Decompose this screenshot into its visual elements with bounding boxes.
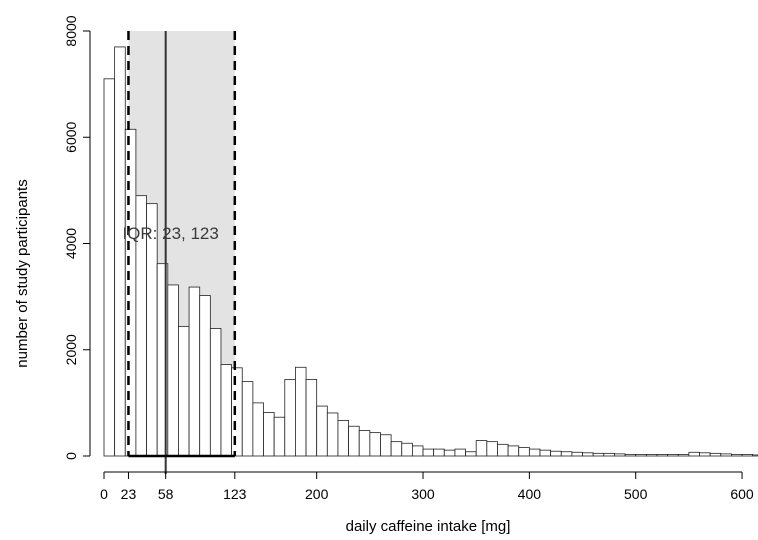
histogram-bar: [699, 452, 711, 457]
histogram-bar: [380, 434, 392, 457]
histogram-bar: [348, 425, 360, 457]
iqr-annotation: IQR: 23, 123: [122, 224, 218, 243]
histogram-bar: [209, 328, 222, 457]
x-axis-title: daily caffeine intake [mg]: [346, 518, 511, 535]
histogram-bar: [582, 452, 594, 457]
histogram-bar: [465, 451, 477, 457]
histogram-bar: [199, 295, 211, 457]
histogram-bar: [390, 441, 403, 457]
histogram-bar: [656, 454, 669, 457]
histogram-bar: [284, 379, 296, 457]
histogram-bar: [603, 452, 615, 457]
histogram-bar: [422, 448, 435, 457]
histogram-bar: [486, 441, 498, 457]
histogram-bar: [358, 430, 371, 457]
histogram-bar: [677, 454, 690, 457]
histogram-bar: [550, 450, 562, 457]
x-tick-label: 600: [730, 486, 754, 502]
histogram-bar: [709, 452, 722, 457]
histogram-bar: [326, 412, 339, 457]
y-tick-label: 6000: [63, 121, 79, 152]
histogram-bar: [263, 412, 275, 457]
histogram-bar: [443, 449, 456, 457]
x-tick-label: 58: [158, 486, 174, 502]
histogram-bar: [369, 432, 381, 457]
histogram-bar: [178, 325, 190, 457]
histogram-bar: [507, 445, 520, 457]
x-tick-label: 200: [305, 486, 329, 502]
x-axis: 0 23 58 123 200 300 400 500 600: [100, 471, 754, 502]
histogram-bar: [528, 448, 541, 457]
histogram-bar: [454, 448, 466, 457]
histogram-bar: [252, 402, 264, 457]
histogram-bar: [188, 286, 201, 457]
x-tick-label: 500: [624, 486, 648, 502]
histogram-bar: [592, 452, 605, 457]
histogram-bar: [114, 46, 126, 457]
histogram-bar: [124, 128, 137, 457]
histogram-bar: [539, 449, 552, 457]
histogram-bar: [316, 405, 328, 457]
histogram-bar: [411, 445, 424, 457]
histogram-bar: [167, 284, 179, 457]
histogram-bar: [305, 379, 318, 457]
y-tick-label: 2000: [63, 334, 79, 365]
histogram-bar: [220, 364, 233, 457]
x-tick-label: 300: [411, 486, 435, 502]
x-tick-label: 123: [223, 486, 247, 502]
histogram-bar: [688, 451, 700, 457]
histogram-bar: [667, 454, 679, 457]
histogram-bar: [475, 440, 488, 457]
histogram-bar: [241, 381, 254, 457]
histogram-bar: [401, 442, 413, 457]
x-tick-label: 0: [100, 486, 108, 502]
histogram-bar: [752, 454, 758, 457]
x-tick-label: 23: [121, 486, 137, 502]
histogram-bar: [720, 453, 732, 457]
y-tick-label: 8000: [63, 15, 79, 46]
histogram-bar: [560, 451, 573, 457]
histogram-bar: [103, 78, 116, 457]
y-tick-label: 4000: [63, 228, 79, 259]
histogram-bar: [635, 454, 647, 457]
histogram-bar: [624, 454, 637, 457]
histogram-bar: [741, 454, 754, 457]
histogram-bar: [337, 420, 349, 457]
histogram-bar: [614, 453, 626, 457]
histogram-bar: [571, 451, 583, 457]
histogram-bar: [645, 454, 658, 457]
histogram-bar: [273, 416, 286, 457]
x-tick-label: 400: [518, 486, 542, 502]
histogram-bar: [497, 443, 509, 457]
histogram-bar: [231, 367, 243, 457]
histogram-bar: [518, 447, 530, 457]
histogram-bar: [731, 454, 743, 457]
histogram-bar: [433, 448, 445, 457]
y-axis-title: number of study participants: [14, 179, 31, 367]
y-tick-label: 0: [63, 452, 79, 460]
histogram-bar: [295, 366, 307, 457]
y-axis: 0 2000 4000 6000 8000: [63, 15, 91, 460]
